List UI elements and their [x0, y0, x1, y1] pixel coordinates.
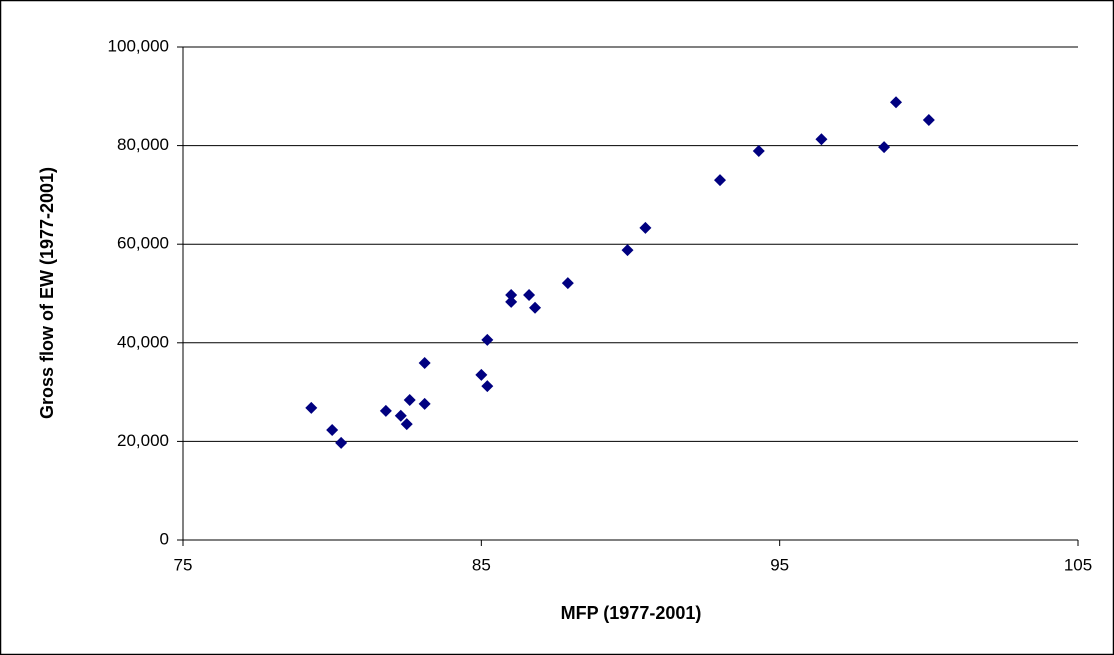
x-tick-label: 95	[770, 555, 789, 574]
point	[305, 401, 318, 414]
point	[505, 288, 518, 301]
point	[639, 221, 652, 234]
y-tick-label: 100,000	[108, 36, 169, 55]
point	[714, 174, 726, 187]
point	[505, 295, 518, 308]
y-tick-label: 20,000	[117, 431, 169, 450]
x-tick-label: 75	[174, 555, 193, 574]
point	[418, 357, 431, 370]
point	[815, 133, 828, 146]
point	[621, 244, 634, 257]
point	[394, 409, 407, 422]
point	[523, 288, 536, 301]
x-tick-label: 85	[472, 555, 491, 574]
point	[529, 301, 542, 314]
point	[752, 145, 765, 158]
point	[561, 277, 574, 290]
point	[418, 397, 431, 410]
point	[403, 393, 416, 406]
y-tick-label: 40,000	[117, 332, 169, 351]
point	[475, 368, 488, 381]
point	[878, 141, 891, 154]
point	[481, 333, 494, 346]
point	[379, 404, 392, 417]
point	[335, 436, 348, 449]
point	[400, 418, 413, 431]
y-tick-label: 80,000	[117, 135, 169, 154]
x-tick-label: 105	[1064, 555, 1092, 574]
y-tick-label: 60,000	[117, 234, 169, 253]
point	[890, 96, 903, 109]
y-tick-label: 0	[160, 529, 169, 548]
x-axis-title: MFP (1977-2001)	[561, 603, 702, 623]
point	[326, 424, 339, 437]
y-axis-title: Gross flow of EW (1977-2001)	[37, 167, 57, 419]
point	[922, 113, 935, 126]
point	[481, 380, 494, 393]
